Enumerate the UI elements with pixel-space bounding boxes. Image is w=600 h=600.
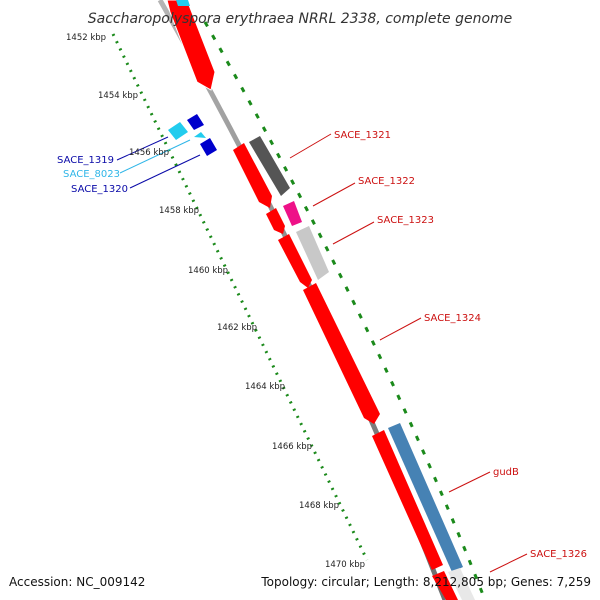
gene-label-gudb[interactable]: gudB <box>493 467 519 478</box>
tick-label: 1452 kbp <box>66 33 106 43</box>
tick-label: 1464 kbp <box>245 382 285 392</box>
gc-skew-track <box>203 21 487 600</box>
callout-sace-1319 <box>116 136 169 161</box>
gene-label-sace-1323[interactable]: SACE_1323 <box>377 215 434 226</box>
gene-label-sace-1320[interactable]: SACE_1320 <box>71 184 128 195</box>
tick-label: 1454 kbp <box>98 91 138 101</box>
tick-label: 1470 kbp <box>325 560 365 570</box>
feature-dark-gray <box>249 136 290 196</box>
callout-sace-1326 <box>489 553 528 573</box>
tick-label: 1468 kbp <box>299 501 339 511</box>
cds-gudb <box>372 430 443 570</box>
gene-label-sace-1326[interactable]: SACE_1326 <box>530 549 587 560</box>
callout-sace-1321 <box>289 133 332 159</box>
gene-label-sace-1319[interactable]: SACE_1319 <box>57 155 114 166</box>
gene-label-sace-1322[interactable]: SACE_1322 <box>358 176 415 187</box>
feature-bottom-light <box>448 568 475 600</box>
cds-sace-1321 <box>233 143 272 208</box>
feature-navy-a <box>187 114 204 130</box>
gc-content-track <box>111 33 369 561</box>
feature-magenta <box>283 201 302 226</box>
gene-label-sace-1324[interactable]: SACE_1324 <box>424 313 481 324</box>
feature-steel-blue <box>388 423 463 572</box>
topology-text: Topology: circular; Length: 8,212,805 bp… <box>260 575 591 589</box>
callout-sace-1323 <box>332 221 375 245</box>
map-title: Saccharopolyspora erythraea NRRL 2338, c… <box>88 11 513 27</box>
feature-light-gray <box>296 226 329 280</box>
gene-label-sace-1321[interactable]: SACE_1321 <box>334 130 391 141</box>
feature-navy-b <box>200 138 217 156</box>
feature-cyan-small <box>194 132 206 138</box>
cds-sace-1324 <box>303 283 380 424</box>
feature-cyan-top <box>176 0 190 6</box>
tick-label: 1462 kbp <box>217 323 257 333</box>
cds-sace-1323 <box>278 234 312 288</box>
accession-text: Accession: NC_009142 <box>9 575 145 589</box>
tick-label: 1456 kbp <box>129 148 169 158</box>
callout-sace-1324 <box>379 317 422 341</box>
callout-sace-1322 <box>312 182 356 207</box>
gene-label-sace-8023[interactable]: SACE_8023 <box>63 169 120 180</box>
tick-label: 1460 kbp <box>188 266 228 276</box>
tick-label: 1458 kbp <box>159 206 199 216</box>
cds-sace-1322 <box>266 208 285 234</box>
callout-sace-1320 <box>129 154 201 189</box>
callout-sace-8023 <box>119 139 191 174</box>
callout-gudb <box>448 471 491 493</box>
cds-sace-1326 <box>432 571 458 600</box>
tick-label: 1466 kbp <box>272 442 312 452</box>
cds-arrow-top <box>166 0 216 91</box>
feature-cyan-1319 <box>168 122 188 140</box>
